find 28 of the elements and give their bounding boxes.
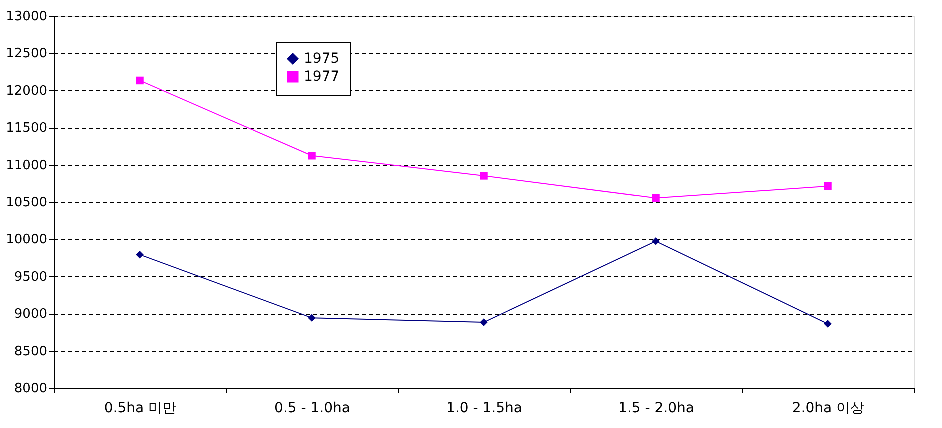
x-tick-label: 1.5 - 2.0ha <box>618 400 694 416</box>
point <box>136 250 144 259</box>
x-tick-label: 2.0ha 이상 <box>792 400 865 416</box>
point <box>308 152 316 160</box>
y-tick-label: 12000 <box>6 84 48 99</box>
point <box>308 314 316 322</box>
y-tick-label: 9500 <box>14 270 48 285</box>
point <box>652 238 660 246</box>
x-tick-label: 0.5ha 미만 <box>104 400 177 416</box>
x-tick-label: 1.0 - 1.5ha <box>446 400 522 416</box>
point <box>824 320 832 328</box>
y-tick-label: 11500 <box>6 121 48 136</box>
y-tick-label: 8500 <box>14 344 48 360</box>
point <box>480 318 488 326</box>
point <box>480 172 488 180</box>
point <box>136 76 144 85</box>
y-tick-label: 10000 <box>6 232 48 248</box>
y-tick-label: 8000 <box>14 382 48 396</box>
point <box>652 194 660 202</box>
y-tick-label: 12500 <box>6 46 48 62</box>
y-tick-label: 13000 <box>6 10 48 24</box>
y-tick-label: 11000 <box>6 158 48 174</box>
legend-label: 1975 <box>304 51 340 67</box>
point <box>824 182 832 190</box>
y-tick-label: 9000 <box>14 307 48 322</box>
x-tick-label: 0.5 - 1.0ha <box>274 400 350 416</box>
legend-label: 1977 <box>304 69 340 85</box>
y-tick-label: 10500 <box>6 196 48 210</box>
